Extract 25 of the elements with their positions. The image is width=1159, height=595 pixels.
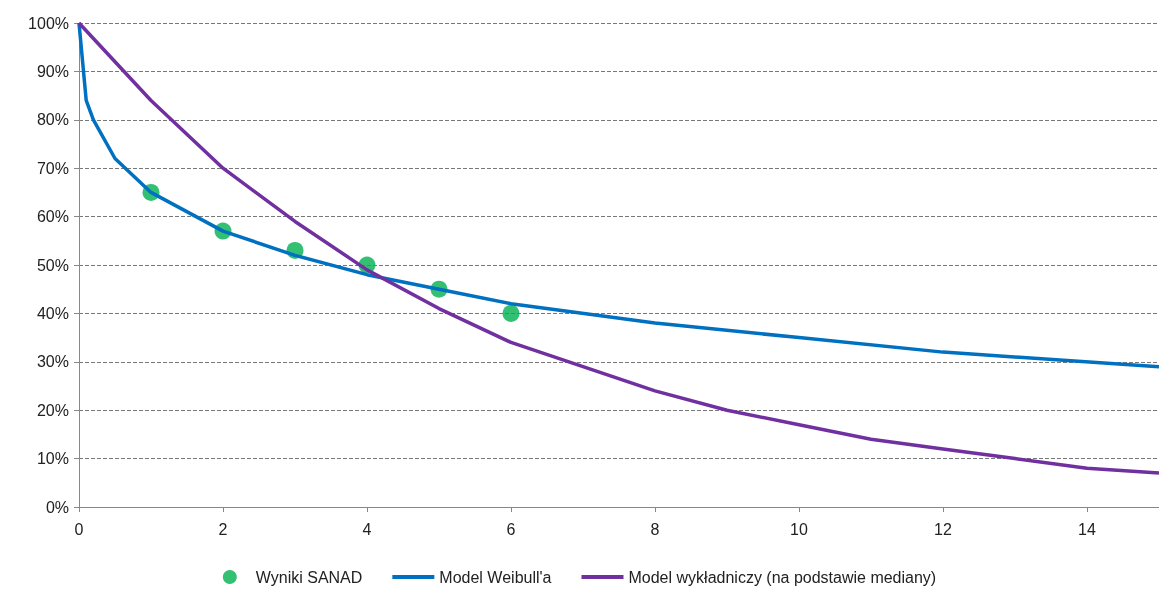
y-tick-label: 90% [36, 62, 69, 80]
x-tick-label: 2 [218, 520, 228, 538]
y-tick-label: 0% [45, 498, 69, 516]
point [502, 304, 520, 322]
legend-label: Model Weibull'a [439, 568, 552, 586]
line-series [77, 21, 1159, 369]
x-tick-label: 12 [934, 520, 952, 538]
x-tick-label: 6 [506, 520, 516, 538]
x-tick-label: 4 [362, 520, 372, 538]
x-tick-label: 0 [74, 520, 84, 538]
y-tick-label: 80% [36, 111, 69, 129]
line-series [77, 21, 1159, 475]
y-tick-label: 100% [28, 14, 69, 32]
y-tick-label: 30% [36, 353, 69, 371]
x-tick-label: 14 [1078, 520, 1096, 538]
y-tick-label: 50% [36, 256, 69, 274]
y-tick-label: 60% [36, 208, 69, 226]
y-tick-label: 20% [36, 401, 69, 419]
x-tick-label: 8 [650, 520, 660, 538]
y-tick-label: 40% [36, 304, 69, 322]
legend-label: Wyniki SANAD [255, 568, 363, 586]
x-tick-label: 10 [790, 520, 808, 538]
y-tick-label: 70% [36, 159, 69, 177]
legend-label: Model wykładniczy (na podstawie mediany) [628, 568, 937, 586]
y-tick-label: 10% [36, 450, 69, 468]
